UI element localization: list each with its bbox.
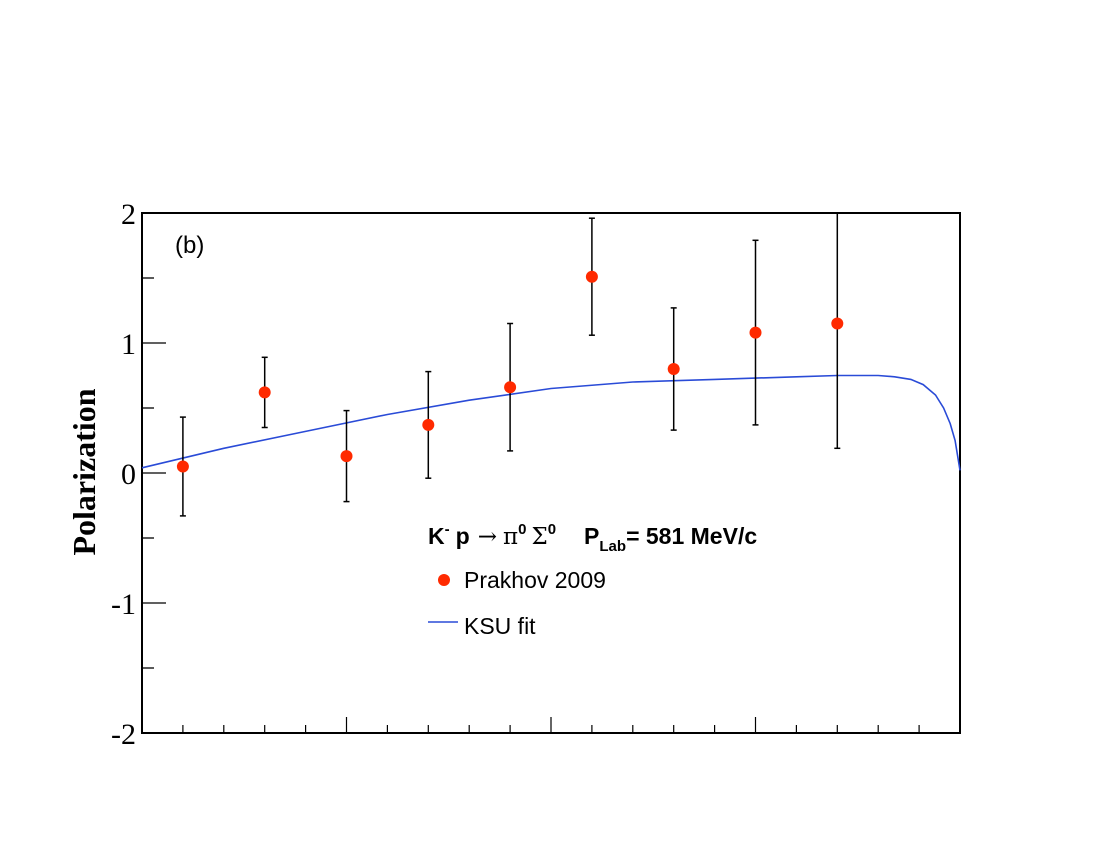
data-point [585,270,598,283]
fit-curve-group [141,374,961,471]
panel-label: (b) [175,232,204,259]
data-point [667,363,680,375]
y-tick-label: -1 [111,588,136,621]
legend: K-p → π0 Σ0 PLab= 581 MeV/c Prakhov 2009 KSU… [428,521,757,639]
y-axis-ticks: 2 1 0 -1 -2 [111,198,166,751]
data-point [176,460,189,473]
data-point [340,450,353,463]
y-tick-label: 1 [121,328,136,361]
data-points-group [176,213,844,517]
data-point [504,381,517,394]
y-axis-label: Polarization [66,388,102,555]
data-point [831,317,844,330]
reaction-label: K-p → π0 Σ0 PLab= 581 MeV/c [428,521,757,555]
legend-label-fit: KSU fit [464,613,536,639]
data-point [258,386,271,399]
data-point [749,326,762,339]
legend-label-data: Prakhov 2009 [464,567,606,593]
y-tick-label: 2 [121,198,136,231]
y-tick-label: -2 [111,718,136,751]
y-tick-label: 0 [121,458,136,491]
legend-marker-data [438,574,450,586]
ksu-fit-line [141,374,961,471]
x-axis-ticks [182,717,920,733]
data-point [422,418,435,431]
